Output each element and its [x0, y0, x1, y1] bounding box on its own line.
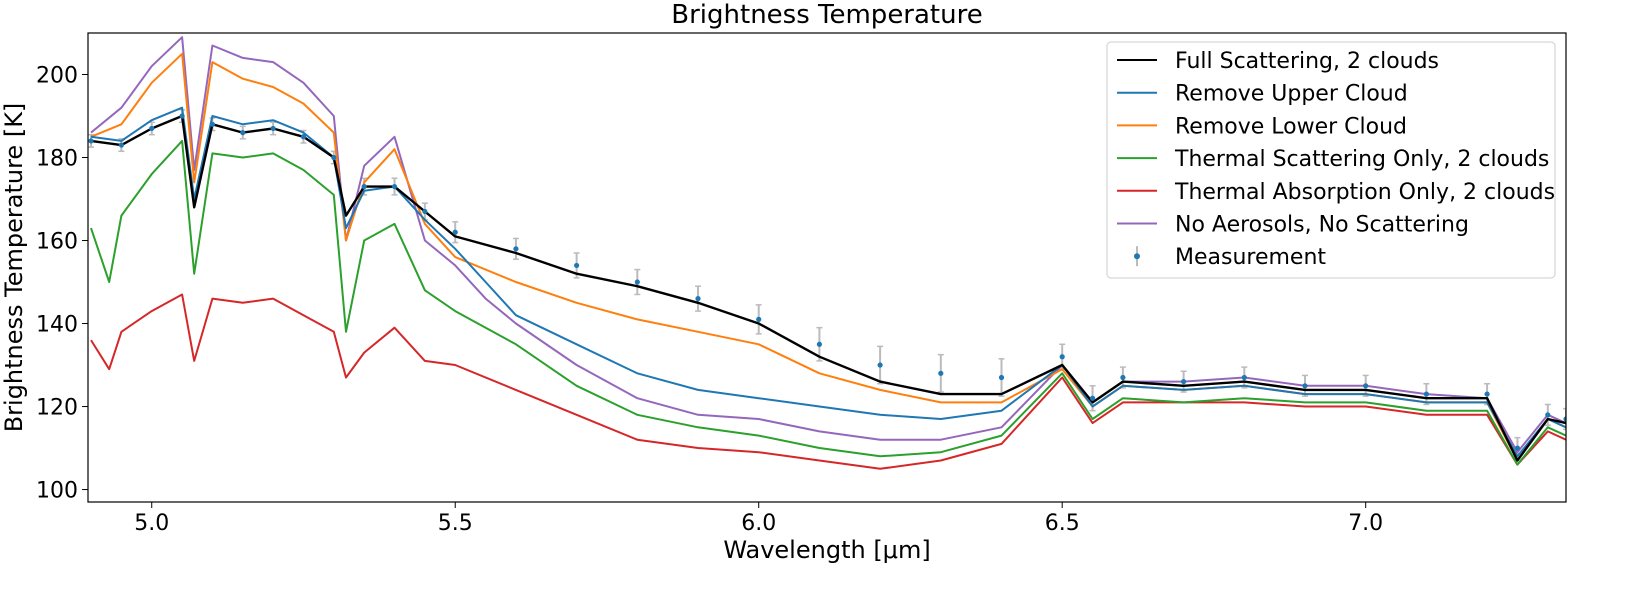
y-axis-label: Brightness Temperature [K] [0, 103, 28, 433]
legend-label: Thermal Scattering Only, 2 clouds [1174, 147, 1549, 172]
y-tick-label: 140 [36, 313, 78, 338]
measurement-point [1545, 412, 1551, 418]
y-tick-label: 200 [36, 64, 78, 89]
measurement-point [118, 142, 124, 148]
y-tick-label: 100 [36, 479, 78, 504]
measurement-point [1363, 383, 1369, 389]
measurement-point [998, 374, 1005, 381]
legend-label: Remove Lower Cloud [1175, 114, 1407, 139]
series-line-remove-upper-cloud [90, 106, 1566, 458]
measurement-point [240, 130, 246, 136]
x-tick-label: 5.5 [438, 511, 473, 536]
measurement-point [1241, 374, 1247, 381]
legend-label: Remove Upper Cloud [1175, 82, 1408, 107]
measurement-point [1059, 354, 1065, 360]
measurement-point [938, 370, 944, 376]
legend-label: No Aerosols, No Scattering [1175, 213, 1469, 238]
chart-title: Brightness Temperature [671, 0, 982, 30]
measurement-point [361, 183, 367, 190]
x-axis-label: Wavelength [μm] [723, 536, 930, 564]
legend-label: Full Scattering, 2 clouds [1175, 49, 1439, 74]
measurement-point [1563, 416, 1566, 422]
measurement-point [88, 138, 94, 144]
measurement-point [513, 246, 519, 252]
measurement-point [391, 183, 398, 190]
plot-frame [87, 32, 1567, 503]
measurement-point [1514, 445, 1521, 451]
measurement-point [179, 113, 185, 119]
legend: Full Scattering, 2 clouds Remove Upper Cl… [1106, 41, 1556, 279]
measurement-point [1120, 374, 1126, 381]
measurement-point [270, 125, 276, 132]
measurement-point [1302, 383, 1308, 389]
x-tick-label: 6.0 [741, 511, 776, 536]
measurement-point [634, 279, 640, 285]
measurement-point [149, 125, 155, 132]
x-tick-label: 5.0 [134, 511, 169, 536]
measurement-point [300, 134, 307, 140]
y-tick-label: 160 [36, 230, 78, 255]
measurement-point [452, 229, 458, 235]
measurement-point [1181, 379, 1187, 385]
measurement-point [1484, 391, 1490, 397]
measurement-point [422, 208, 428, 215]
measurement-points [88, 113, 1566, 451]
series-line-thermal-absorption-only-2-clouds [90, 293, 1566, 470]
legend-label: Thermal Absorption Only, 2 clouds [1174, 180, 1555, 205]
y-tick-label: 120 [36, 396, 78, 421]
measurement-point [574, 262, 580, 269]
legend-marker [1134, 253, 1140, 260]
measurement-point [695, 296, 701, 302]
series-line-full-scattering-2-clouds [90, 114, 1566, 462]
measurement-point [1089, 395, 1096, 401]
series-line-thermal-scattering-only-2-clouds [90, 139, 1566, 466]
x-tick-label: 7.0 [1348, 511, 1383, 536]
measurement-point [877, 362, 883, 368]
x-tick-label: 6.5 [1045, 511, 1080, 536]
measurement-point [756, 316, 762, 322]
measurement-point [331, 154, 337, 161]
y-tick-label: 180 [36, 147, 78, 172]
measurement-point [209, 121, 216, 127]
legend-box [1106, 41, 1556, 279]
measurement-point [816, 341, 823, 347]
legend-label: Measurement [1175, 245, 1326, 270]
measurement-point [1423, 391, 1429, 397]
